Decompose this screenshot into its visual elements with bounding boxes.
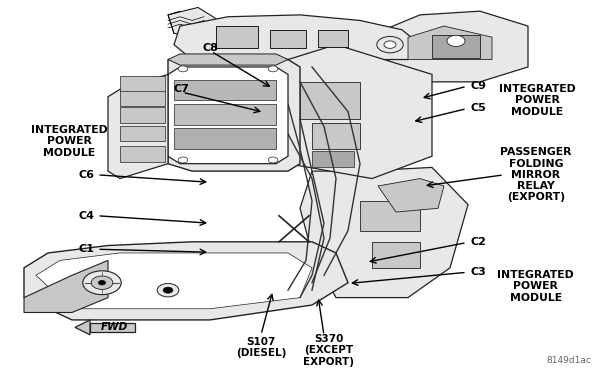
Circle shape [178, 157, 188, 163]
Bar [432, 35, 480, 58]
Bar [120, 126, 165, 141]
Bar [300, 82, 360, 119]
Bar [120, 146, 165, 162]
Polygon shape [108, 74, 168, 179]
Text: INTEGRATED
POWER
MODULE: INTEGRATED POWER MODULE [31, 125, 107, 158]
Circle shape [163, 287, 173, 293]
Text: C9: C9 [470, 81, 487, 90]
Text: S107
(DIESEL): S107 (DIESEL) [236, 337, 286, 358]
Text: C7: C7 [174, 84, 190, 94]
Text: C6: C6 [79, 170, 95, 180]
Bar [120, 90, 165, 106]
Polygon shape [90, 323, 135, 332]
Polygon shape [24, 242, 348, 320]
Bar [120, 76, 165, 91]
Text: INTEGRATED
POWER
MODULE: INTEGRATED POWER MODULE [499, 84, 575, 117]
Text: S370
(EXCEPT
EXPORT): S370 (EXCEPT EXPORT) [304, 334, 354, 367]
Polygon shape [378, 179, 444, 212]
Bar [120, 107, 165, 123]
Polygon shape [168, 67, 288, 164]
Bar [318, 30, 348, 46]
Bar [174, 80, 276, 100]
Polygon shape [168, 54, 288, 65]
Polygon shape [384, 11, 528, 82]
Polygon shape [408, 26, 492, 60]
Bar [174, 128, 276, 149]
Circle shape [98, 280, 106, 285]
Text: C2: C2 [470, 237, 486, 247]
Text: C5: C5 [470, 103, 486, 113]
Circle shape [157, 283, 179, 297]
Bar [360, 201, 420, 231]
Polygon shape [300, 167, 468, 298]
Bar [372, 242, 420, 268]
Text: C4: C4 [79, 211, 95, 221]
Text: C1: C1 [79, 244, 95, 254]
Circle shape [178, 66, 188, 72]
Bar [270, 30, 306, 48]
Circle shape [91, 276, 113, 289]
Polygon shape [24, 260, 108, 312]
Bar [312, 123, 360, 149]
Text: FWD: FWD [100, 323, 128, 332]
Text: C8: C8 [203, 44, 218, 53]
Circle shape [384, 41, 396, 48]
Text: 8149d1ac: 8149d1ac [546, 356, 591, 365]
Polygon shape [36, 253, 312, 309]
Bar [174, 104, 276, 125]
Circle shape [447, 35, 465, 46]
Bar [312, 151, 354, 167]
Polygon shape [288, 45, 432, 179]
Polygon shape [168, 60, 300, 171]
Circle shape [268, 66, 278, 72]
Circle shape [377, 36, 403, 53]
Text: PASSENGER
FOLDING
MIRROR
RELAY
(EXPORT): PASSENGER FOLDING MIRROR RELAY (EXPORT) [500, 147, 572, 202]
Polygon shape [168, 7, 216, 37]
Polygon shape [75, 320, 90, 335]
Circle shape [268, 157, 278, 163]
Polygon shape [174, 15, 420, 60]
Circle shape [83, 271, 121, 295]
Bar [216, 26, 258, 48]
Text: C3: C3 [470, 267, 486, 276]
Text: INTEGRATED
POWER
MODULE: INTEGRATED POWER MODULE [497, 270, 574, 303]
